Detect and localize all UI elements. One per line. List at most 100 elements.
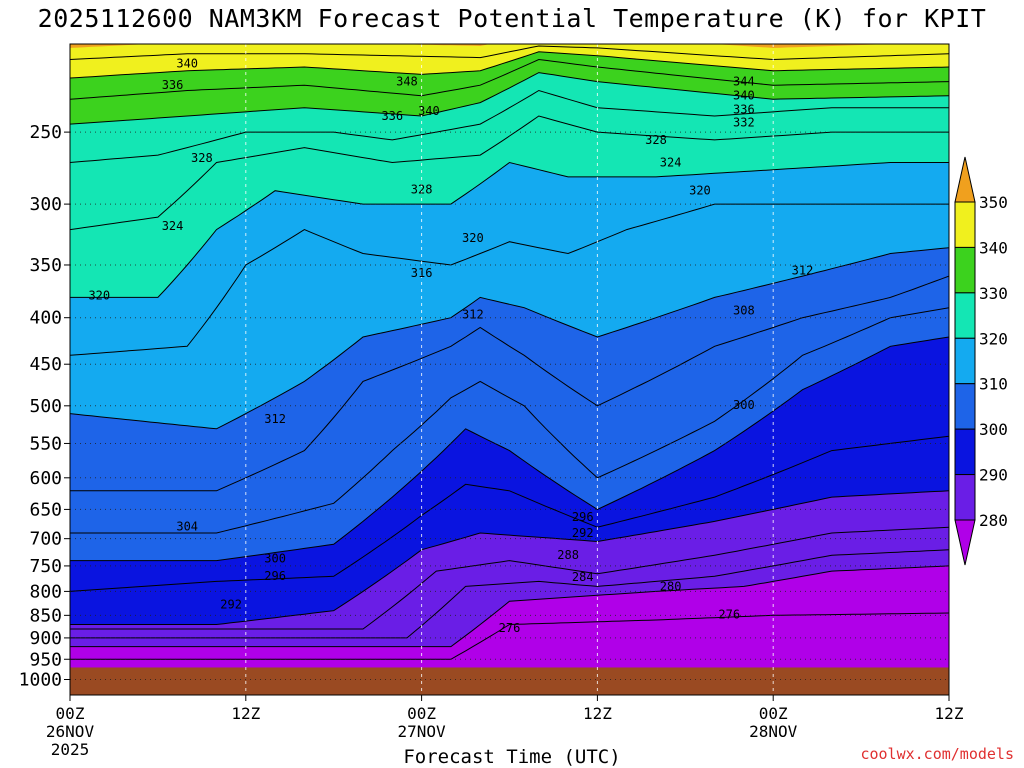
y-tick-label: 450	[29, 354, 62, 375]
contour-label: 336	[162, 78, 184, 92]
contour-label: 292	[572, 526, 594, 540]
isentrope-312	[70, 247, 949, 430]
contour-label: 328	[645, 133, 667, 147]
ground-fill	[70, 667, 949, 695]
contour-label: 284	[572, 570, 594, 584]
contour-label: 340	[418, 104, 440, 118]
x-tick-label: 00Z	[759, 704, 788, 723]
contour-label: 328	[411, 182, 433, 196]
colorbar-label: 300	[979, 420, 1008, 439]
isentrope-308	[70, 275, 949, 492]
x-tick-label: 00Z	[56, 704, 85, 723]
x-tick-year: 2025	[51, 740, 90, 759]
colorbar-label: 320	[979, 329, 1008, 348]
contour-label: 324	[162, 219, 184, 233]
colorbar-label: 350	[979, 193, 1008, 212]
colorbar-label: 340	[979, 238, 1008, 257]
y-tick-label: 1000	[19, 670, 62, 691]
isentrope-328	[70, 89, 949, 163]
isentrope-lines	[70, 45, 949, 660]
ground	[70, 667, 949, 695]
y-tick-label: 700	[29, 529, 62, 550]
contour-label: 296	[572, 510, 594, 524]
y-tick-label: 800	[29, 581, 62, 602]
contour-label: 312	[462, 308, 484, 322]
contour-label: 276	[499, 621, 521, 635]
isentrope-344	[70, 45, 949, 61]
contour-label: 344	[733, 75, 755, 89]
filled-contours	[70, 44, 949, 695]
contour-label: 300	[733, 398, 755, 412]
x-tick-date: 28NOV	[749, 722, 798, 741]
colorbar-segment-280	[954, 474, 976, 521]
colorbar-label: 280	[979, 511, 1008, 530]
contour-label: 288	[557, 548, 579, 562]
contour-label: 348	[396, 75, 418, 89]
isentrope-320	[70, 161, 949, 298]
colorbar-segment-310	[954, 337, 976, 385]
contour-label: 312	[792, 264, 814, 278]
y-tick-label: 550	[29, 433, 62, 454]
colorbar: 350 340 330 320 310 300 290 280	[954, 156, 1008, 566]
isentrope-280	[70, 565, 949, 648]
y-tick-label: 950	[29, 649, 62, 670]
colorbar-segment-290	[954, 428, 976, 476]
contour-label: 304	[176, 520, 198, 534]
colorbar-segment-300	[954, 383, 976, 430]
colorbar-label: 290	[979, 466, 1008, 485]
contour-label: 312	[264, 412, 286, 426]
y-tick-label: 900	[29, 628, 62, 649]
isentrope-332	[70, 72, 949, 125]
source-credit[interactable]: coolwx.com/models	[860, 745, 1014, 763]
contour-label: 324	[660, 156, 682, 170]
isentrope-296	[70, 435, 949, 592]
colorbar-label: 330	[979, 284, 1008, 303]
contour-label: 332	[733, 116, 755, 130]
y-tick-label: 650	[29, 499, 62, 520]
isentrope-304	[70, 307, 949, 534]
x-tick-date: 27NOV	[398, 722, 447, 741]
chart-title: 2025112600 NAM3KM Forecast Potential Tem…	[37, 4, 987, 33]
colorbar-top-arrow	[954, 156, 976, 203]
colorbar-label: 310	[979, 375, 1008, 394]
contour-label: 328	[191, 151, 213, 165]
colorbar-segment-320	[954, 292, 976, 339]
contour-label: 320	[689, 184, 711, 198]
y-tick-label: 300	[29, 194, 62, 215]
x-tick-date: 26NOV	[46, 722, 95, 741]
fill-band-top	[70, 44, 949, 48]
y-tick-label: 600	[29, 468, 62, 489]
x-axis-title: Forecast Time (UTC)	[403, 746, 621, 768]
contour-label: 308	[733, 304, 755, 318]
contour-label: 340	[176, 56, 198, 70]
colorbar-bottom-arrow	[954, 519, 976, 566]
isentrope-292	[70, 490, 949, 625]
x-tick-label: 00Z	[407, 704, 436, 723]
isentrope-284	[70, 549, 949, 639]
x-tick-label: 12Z	[583, 704, 612, 723]
isentrope-300	[70, 336, 949, 562]
y-tick-label: 850	[29, 605, 62, 626]
contour-label: 320	[88, 288, 110, 302]
contour-label: 276	[718, 607, 740, 621]
contour-label: 336	[381, 109, 403, 123]
isentrope-316	[70, 203, 949, 356]
x-tick-label: 12Z	[935, 704, 964, 723]
contour-label: 336	[733, 102, 755, 116]
isentrope-340	[70, 51, 949, 79]
plot-frame	[69, 43, 950, 696]
isentrope-324	[70, 115, 949, 231]
x-tick-label: 12Z	[231, 704, 260, 723]
y-tick-label: 250	[29, 122, 62, 143]
contour-label: 280	[660, 579, 682, 593]
isentrope-336	[70, 58, 949, 100]
y-axis: 2503003504004505005506006507007508008509…	[19, 122, 70, 691]
contour-label: 320	[462, 231, 484, 245]
isentrope-288	[70, 526, 949, 630]
contour-label: 292	[220, 598, 242, 612]
y-tick-label: 500	[29, 396, 62, 417]
colorbar-segment-340	[954, 201, 976, 248]
